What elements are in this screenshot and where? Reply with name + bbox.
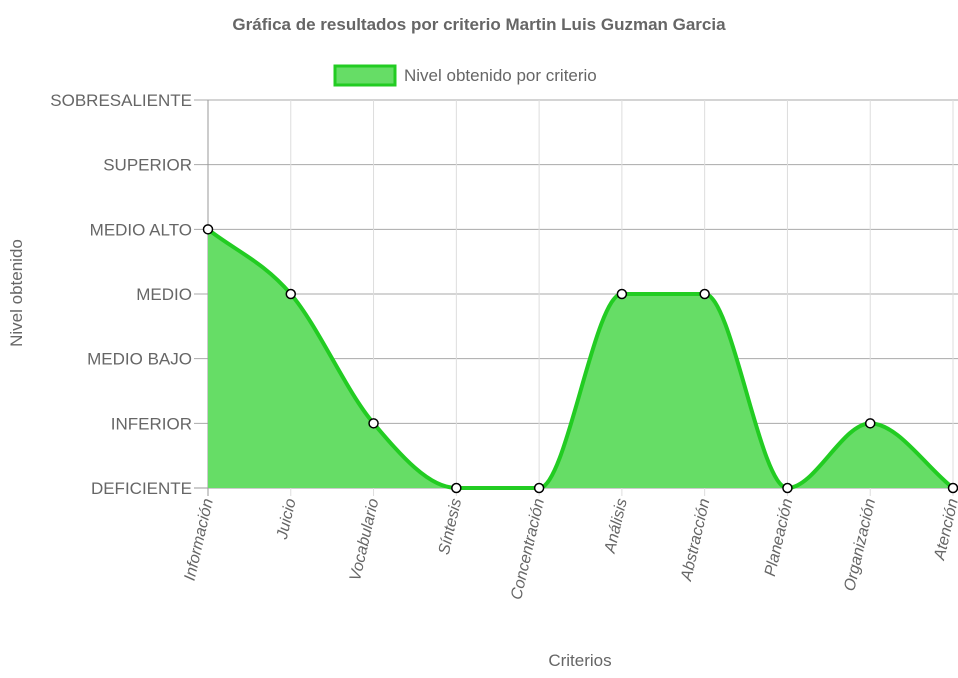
y-tick-label: MEDIO: [136, 285, 192, 304]
data-point[interactable]: [699, 288, 710, 300]
y-tick-label: SUPERIOR: [103, 156, 192, 175]
data-point[interactable]: [616, 288, 628, 300]
x-tick-label: Planeación: [762, 497, 796, 578]
data-point[interactable]: [451, 482, 462, 494]
data-point[interactable]: [285, 288, 297, 300]
x-tick-label: Organización: [841, 497, 879, 593]
y-tick-label: DEFICIENTE: [91, 479, 192, 498]
y-tick-label: INFERIOR: [111, 414, 192, 433]
x-tick-label: Concentración: [508, 497, 548, 601]
chart-title: Gráfica de resultados por criterio Marti…: [232, 15, 726, 34]
y-tick-label: MEDIO BAJO: [87, 350, 192, 369]
x-axis-ticks: Información Juicio Vocabulario Síntesis Conc…: [182, 497, 958, 601]
x-axis-title: Criterios: [548, 651, 611, 670]
legend-label: Nivel obtenido por criterio: [404, 66, 597, 85]
data-point[interactable]: [202, 224, 214, 235]
series-line: [206, 227, 955, 491]
legend-swatch: [333, 64, 397, 87]
x-tick-label: Síntesis: [436, 497, 465, 556]
legend[interactable]: Nivel obtenido por criterio: [333, 64, 597, 87]
data-point[interactable]: [368, 418, 379, 429]
x-tick-label: Juicio: [274, 497, 300, 542]
x-tick-label: Abstracción: [678, 497, 714, 583]
data-points: [202, 224, 958, 494]
series-area: [206, 227, 955, 491]
y-tick-label: MEDIO ALTO: [90, 220, 192, 239]
x-tick-label: Análisis: [602, 497, 631, 556]
data-point[interactable]: [782, 482, 793, 494]
x-tick-label: Vocabulario: [347, 497, 382, 583]
x-tick-label: Atención: [931, 497, 958, 563]
x-tick-label: Información: [182, 497, 217, 582]
y-axis-ticks: DEFICIENTE INFERIOR MEDIO BAJO MEDIO MEDIO A…: [50, 91, 192, 498]
data-point[interactable]: [947, 482, 958, 494]
y-tick-label: SOBRESALIENTE: [50, 91, 192, 110]
series-fill: [208, 229, 953, 489]
data-point[interactable]: [533, 482, 545, 494]
data-point[interactable]: [864, 418, 876, 429]
y-axis-title: Nivel obtenido: [7, 239, 26, 347]
